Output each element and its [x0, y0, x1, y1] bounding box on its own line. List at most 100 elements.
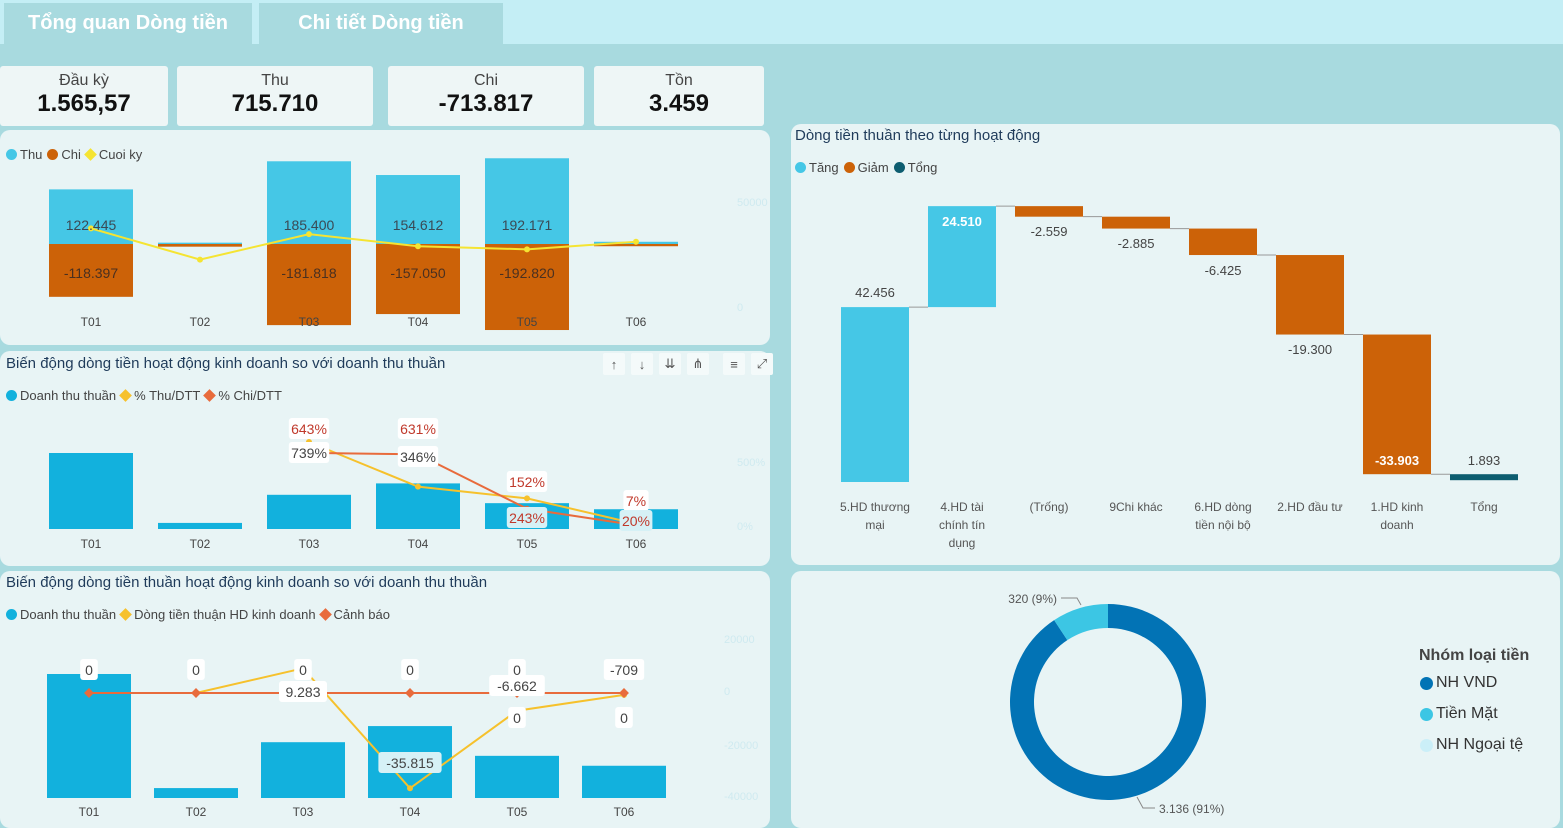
- legend-dot-icon: [795, 162, 806, 173]
- kpi-chi-label: Chi: [473, 72, 498, 89]
- bar-waterfall: [841, 307, 909, 482]
- panel3-title: Biến động dòng tiền thuần hoạt động kinh…: [6, 574, 488, 591]
- data-label-canh-bao-bg: [401, 659, 419, 680]
- data-label-pct-thu-bg: [288, 442, 330, 463]
- data-label-pct-chi-bg: [506, 471, 548, 492]
- panel-waterfall: [791, 124, 1560, 565]
- bar-doanh-thu: [475, 755, 559, 798]
- point-cuoi-ky: [197, 256, 203, 263]
- data-label-thu: 192.171: [502, 217, 553, 233]
- bar-waterfall: [1015, 206, 1083, 217]
- axis-tick-right: 50000: [737, 197, 768, 209]
- line-cuoi-ky: [90, 227, 637, 261]
- donut-slice: [1054, 604, 1108, 641]
- legend-dot-icon: [6, 149, 17, 160]
- legend-nh-vnd-label: NH VND: [1436, 674, 1498, 691]
- point-pct-thu: [415, 483, 421, 490]
- x-tick-label: T04: [408, 537, 429, 551]
- arrow-up-icon[interactable]: ↑: [603, 353, 625, 375]
- data-label-canh-bao: 0: [299, 662, 307, 678]
- double-arrow-down-icon[interactable]: ⇊: [659, 353, 681, 375]
- donut-slice: [1010, 604, 1206, 800]
- chart-waterfall[interactable]: 42.456 24.510 -2.559 -2.885 -6.425 -19.300 -33…: [791, 124, 1560, 565]
- legend-nh-ngoai-te[interactable]: NH Ngoại tệ: [1420, 736, 1523, 754]
- bar-doanh-thu: [49, 453, 133, 529]
- axis-tick-right: -40000: [724, 791, 758, 803]
- bar-thu: [267, 161, 351, 244]
- data-label-waterfall: 42.456: [855, 285, 895, 300]
- legend-nh-vnd[interactable]: NH VND: [1420, 674, 1497, 692]
- x-tick-label: 6.HD dòng tiền nội bộ: [1194, 500, 1251, 532]
- bar-doanh-thu: [158, 522, 242, 529]
- data-label-pct-thu: 739%: [291, 445, 327, 461]
- legend-nh-ngoai-te-label: NH Ngoại tệ: [1436, 736, 1524, 753]
- x-tick-label: (Trống): [1030, 500, 1069, 514]
- legend-tien-mat[interactable]: Tiền Mặt: [1420, 705, 1498, 723]
- data-label-pct-thu: 346%: [400, 449, 436, 465]
- data-label-canh-bao: 0: [406, 662, 414, 678]
- data-label-waterfall: -33.903: [1375, 453, 1419, 468]
- leader-line: [1061, 597, 1082, 606]
- kpi-thu-label: Thu: [261, 72, 289, 89]
- bar-doanh-thu: [261, 742, 345, 798]
- x-tick-label: T05: [517, 315, 538, 329]
- data-label-chi: -157.050: [390, 265, 445, 281]
- chart-donut[interactable]: 320 (9%) 3.136 (91%): [791, 571, 1560, 828]
- bar-waterfall: [928, 206, 996, 308]
- data-label-pct-chi: 7%: [626, 493, 646, 509]
- x-tick-label: 4.HD tài chính tín dụng: [939, 500, 985, 550]
- data-label-dong-tien-zero-bg: [615, 707, 633, 728]
- legend-doanh-thu: Doanh thu thuần: [20, 388, 117, 403]
- legend-dot-icon: [1420, 707, 1433, 721]
- data-label-waterfall: 24.510: [942, 214, 982, 229]
- data-label-pct-thu: 20%: [622, 513, 650, 529]
- legend-chi: Chi: [61, 147, 81, 162]
- point-canh-bao: [619, 688, 629, 698]
- legend-dot-icon: [1420, 738, 1433, 752]
- filter-icon[interactable]: ≡: [723, 353, 745, 375]
- data-label-dong-tien-zero: 0: [620, 710, 628, 726]
- line-pct-chi: [308, 451, 637, 527]
- chart-doanh-thu-pct[interactable]: 500% 0% T01 T02 T03 T04 T05 T06 643% 631% 152% 7% 73…: [0, 351, 770, 566]
- legend-doanh-thu-pct: Doanh thu thuần % Thu/DTT % Chi/DTT: [6, 388, 287, 403]
- kpi-chi-value: -713.817: [438, 90, 534, 117]
- point-canh-bao: [84, 688, 94, 698]
- panel2-title: Biến động dòng tiền hoạt động kinh doanh…: [6, 355, 446, 372]
- legend-thu-chi: Thu Chi Cuoi ky: [6, 147, 147, 162]
- x-tick-label: 5.HD thương mại: [840, 500, 910, 532]
- axis-tick-right: 20000: [724, 634, 755, 646]
- kpi-chi: Chi -713.817: [388, 66, 584, 126]
- legend-thu: Thu: [20, 147, 43, 162]
- expand-hierarchy-icon[interactable]: ⋔: [687, 353, 709, 375]
- data-label-waterfall: -6.425: [1205, 263, 1242, 278]
- point-cuoi-ky: [633, 238, 639, 245]
- tab-tong-quan[interactable]: Tổng quan Dòng tiền: [4, 3, 252, 44]
- chart-thu-chi[interactable]: 50000 0 T01 T02 T03 T04 T05 T06 122.445 185.400 15…: [0, 130, 770, 345]
- data-label-pct-thu-bg: [506, 507, 548, 528]
- bar-chi: [594, 244, 678, 247]
- kpi-dau-ky-value: 1.565,57: [37, 90, 131, 117]
- kpi-ton-label: Tồn: [665, 72, 693, 89]
- legend-giam: Giảm: [857, 160, 889, 175]
- data-label-waterfall: -2.559: [1031, 224, 1068, 239]
- data-label-pct-chi-bg: [623, 490, 649, 511]
- kpi-dau-ky-label: Đầu kỳ: [59, 72, 109, 89]
- arrow-down-icon[interactable]: ↓: [631, 353, 653, 375]
- data-label-dong-tien: -35.815: [386, 755, 434, 771]
- data-label-dong-tien-bg: [279, 681, 327, 702]
- bar-chi: [267, 244, 351, 326]
- x-tick-label: T02: [190, 315, 211, 329]
- kpi-ton-value: 3.459: [648, 90, 710, 117]
- axis-tick-right: 0%: [737, 521, 753, 533]
- chart-dong-tien-hdkd[interactable]: 20000 0 -20000 -40000 T01 T02 T03 T04 T05 T06 0 0 0 0…: [0, 571, 770, 828]
- data-label-canh-bao-bg: [80, 659, 98, 680]
- data-label-dong-tien: 9.283: [285, 684, 320, 700]
- data-label-canh-bao-bg: [294, 659, 312, 680]
- x-tick-label: T05: [517, 537, 538, 551]
- focus-mode-icon[interactable]: ⤢: [751, 353, 773, 375]
- data-label-canh-bao-bg: [187, 659, 205, 680]
- tab-chi-tiet[interactable]: Chi tiết Dòng tiền: [259, 3, 503, 44]
- x-tick-label: T03: [299, 315, 320, 329]
- data-label-canh-bao: 0: [192, 662, 200, 678]
- bar-doanh-thu: [267, 494, 351, 529]
